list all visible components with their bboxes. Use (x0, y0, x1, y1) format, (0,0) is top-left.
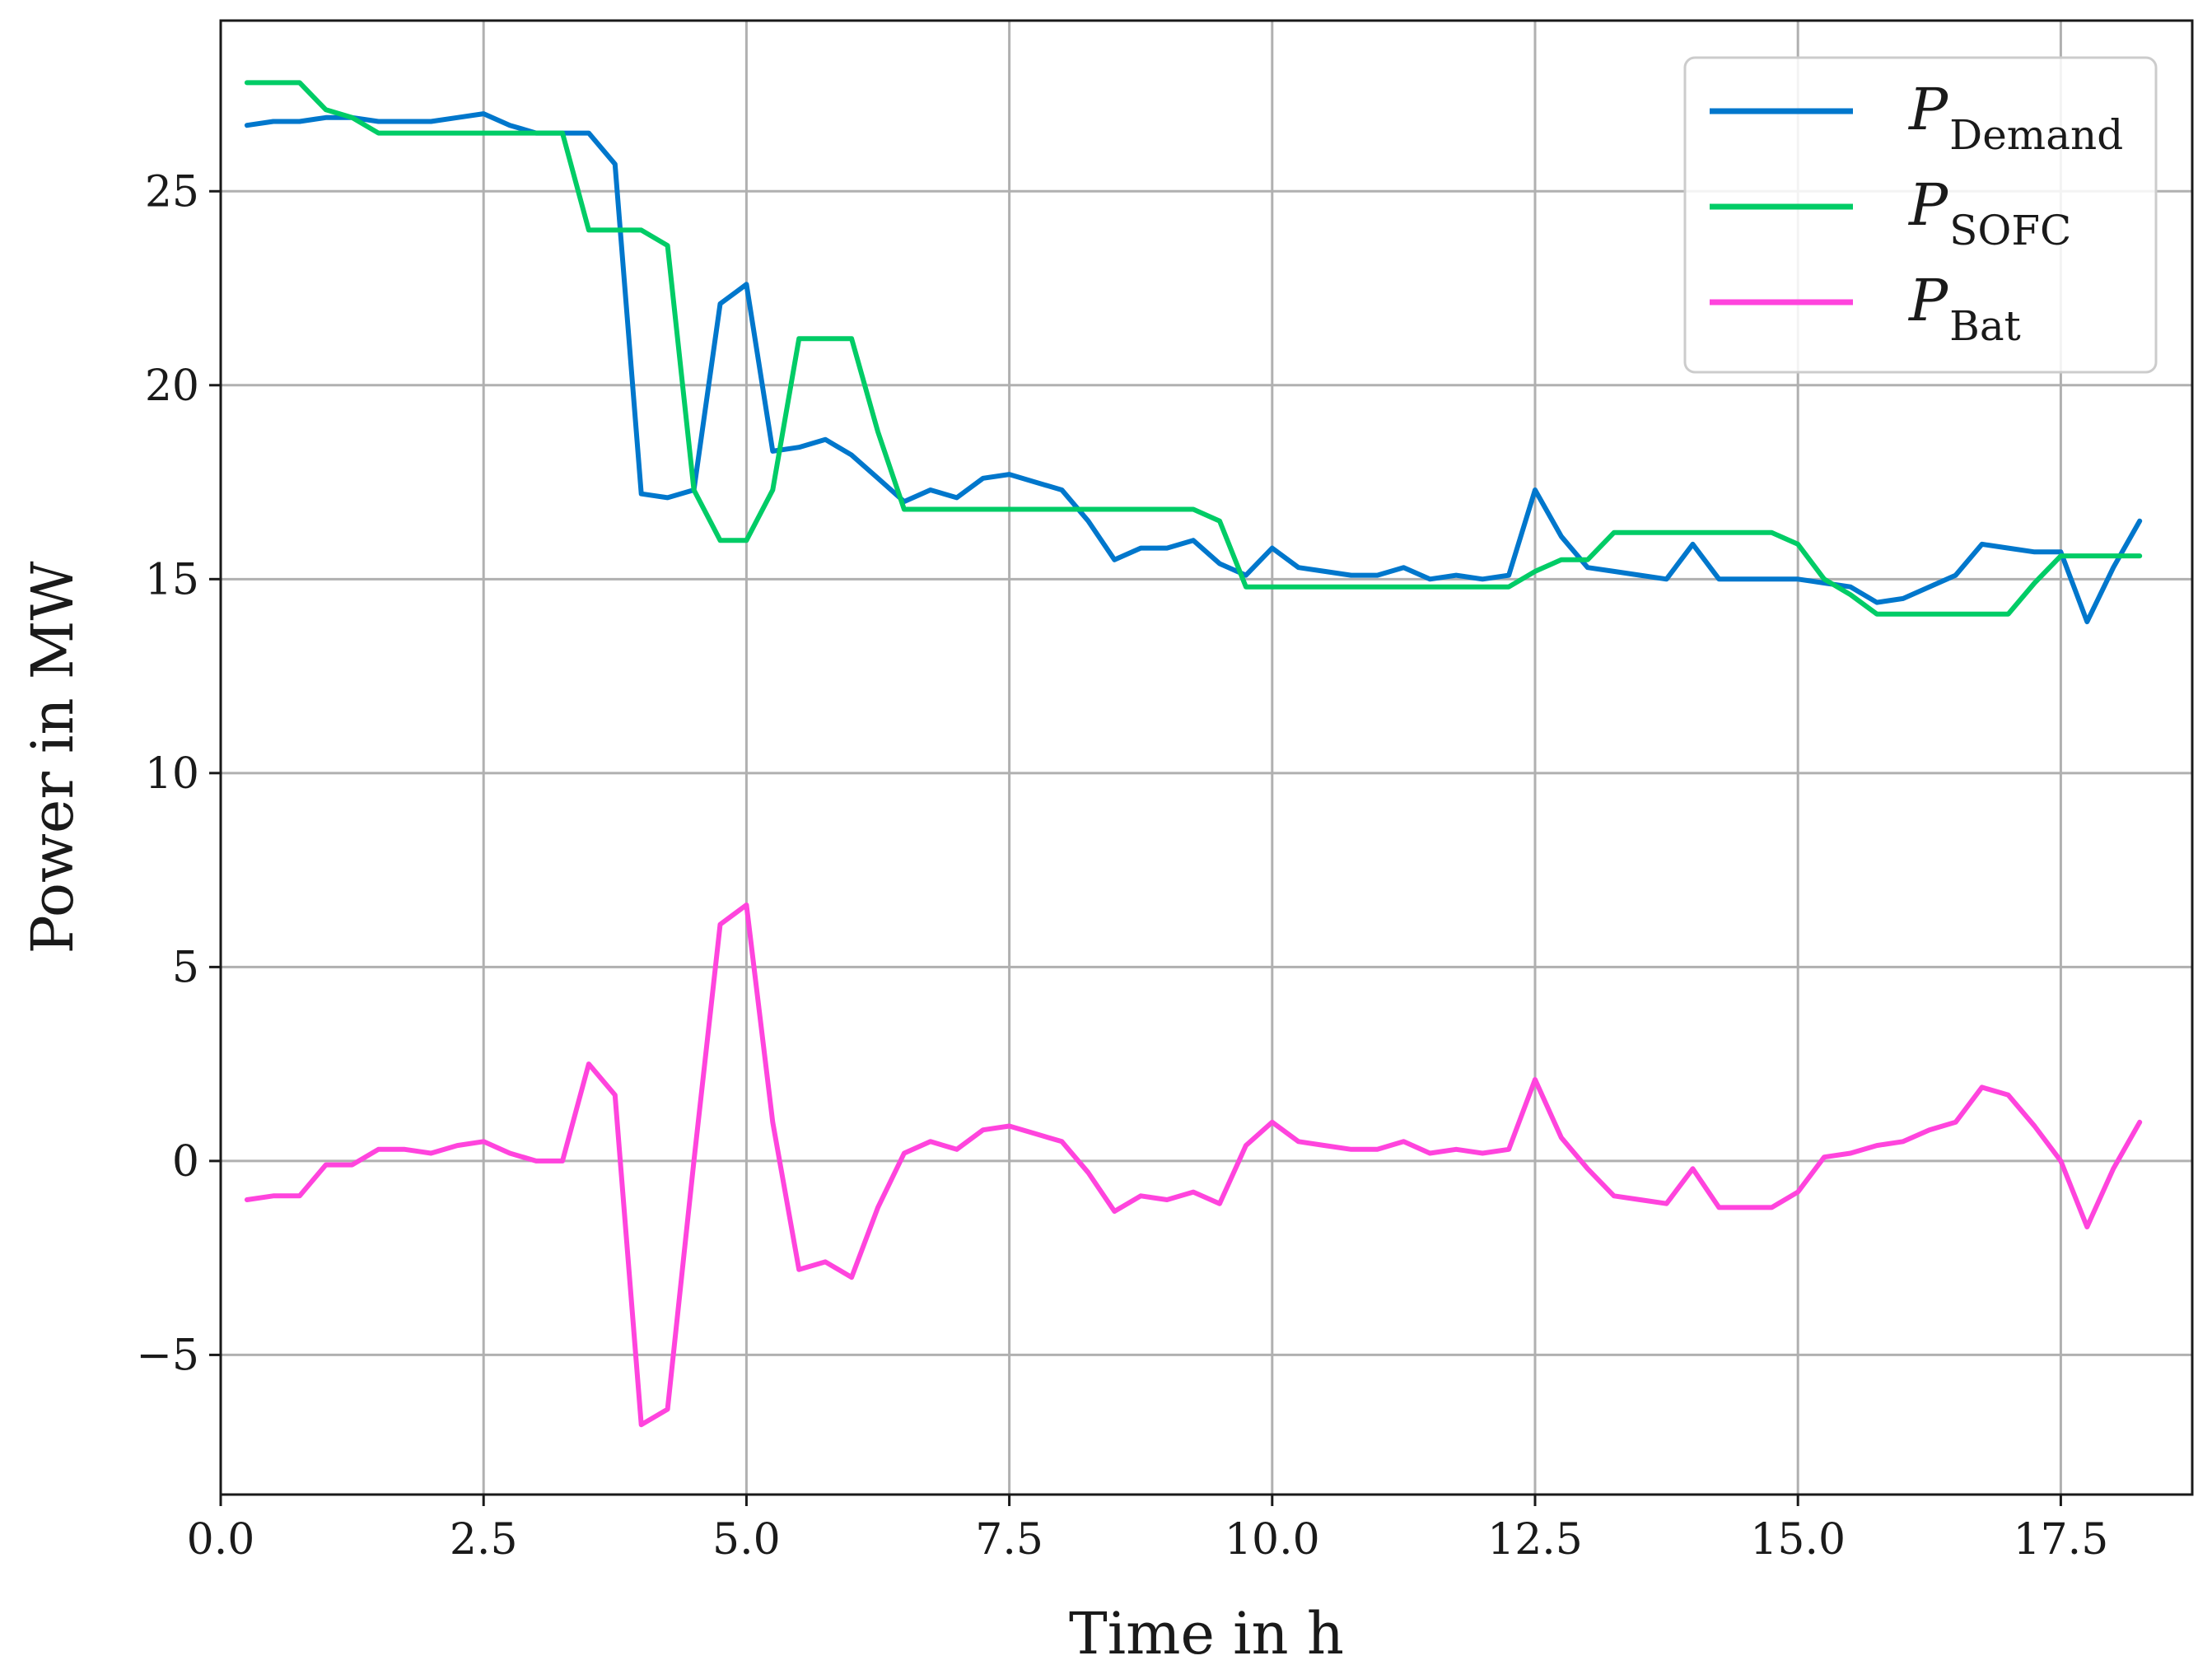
legend: PDemand PSOFC PBat (1683, 56, 2158, 374)
x-tick-label: 12.5 (1487, 1515, 1583, 1565)
y-tick-label: 15 (145, 555, 199, 604)
y-tick-label: 5 (172, 943, 199, 992)
x-tick-label: 0.0 (187, 1515, 255, 1565)
y-axis-label: Power in MW (19, 562, 86, 954)
legend-entry: PBat (1907, 267, 2021, 350)
series-layer (244, 80, 2143, 1428)
series-line-bat (244, 902, 2143, 1428)
plot-frame (219, 19, 2194, 1496)
y-tick-label: 0 (172, 1137, 199, 1187)
x-axis: 0.0 2.5 5.0 7.5 10.0 12.5 15.0 17.5 (187, 1495, 2109, 1565)
y-tick-label: −5 (136, 1331, 199, 1380)
y-tick-label: 10 (145, 749, 199, 799)
x-axis-label: Time in h (1069, 1600, 1344, 1667)
x-tick-label: 7.5 (975, 1515, 1043, 1565)
x-tick-label: 17.5 (2014, 1515, 2109, 1565)
x-tick-label: 5.0 (712, 1515, 781, 1565)
legend-entry: PSOFC (1907, 171, 2071, 254)
x-tick-label: 15.0 (1750, 1515, 1846, 1565)
y-tick-label: 25 (145, 167, 199, 217)
legend-entry: PDemand (1907, 76, 2123, 159)
y-tick-label: 20 (145, 361, 199, 411)
x-tick-label: 10.0 (1225, 1515, 1320, 1565)
series-line-sofc (244, 80, 2143, 617)
y-axis: −5 0 5 10 15 20 25 (136, 167, 221, 1380)
legend-box (1683, 56, 2158, 374)
x-tick-label: 2.5 (450, 1515, 518, 1565)
